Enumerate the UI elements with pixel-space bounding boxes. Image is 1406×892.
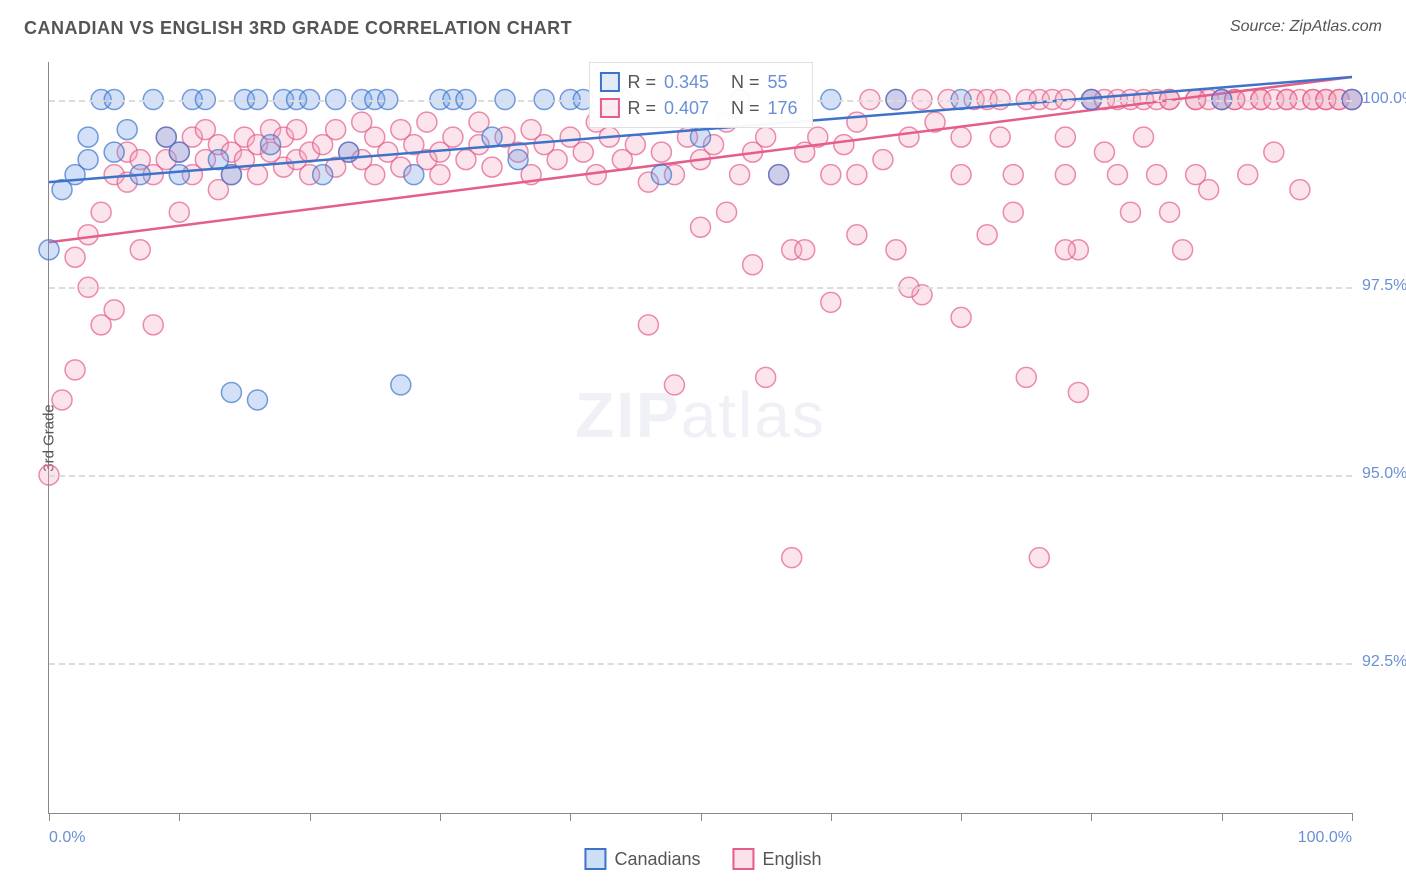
y-tick-label: 95.0% <box>1362 465 1406 483</box>
legend-r-value: 0.407 <box>664 95 709 121</box>
legend-swatch-icon <box>599 72 619 92</box>
legend-swatch-icon <box>733 848 755 870</box>
x-tick-label: 100.0% <box>1298 829 1352 847</box>
chart-source: Source: ZipAtlas.com <box>1230 18 1382 36</box>
legend-n-value: 55 <box>768 69 788 95</box>
legend-r-prefix: R = <box>627 95 656 121</box>
legend-r-prefix: R = <box>627 69 656 95</box>
legend-r-value: 0.345 <box>664 69 709 95</box>
legend-swatch-icon <box>599 98 619 118</box>
y-tick-label: 100.0% <box>1362 90 1406 108</box>
y-tick-label: 92.5% <box>1362 653 1406 671</box>
correlation-legend: R = 0.345 N = 55 R = 0.407 N = 176 <box>588 62 812 128</box>
legend-n-prefix: N = <box>731 69 760 95</box>
x-tick-label: 0.0% <box>49 829 85 847</box>
chart-container: CANADIAN VS ENGLISH 3RD GRADE CORRELATIO… <box>0 0 1406 892</box>
scatter-svg <box>49 62 1352 813</box>
legend-label: Canadians <box>614 849 700 870</box>
plot-area: 3rd Grade ZIPatlas 92.5%95.0%97.5%100.0%… <box>48 62 1352 814</box>
bottom-legend: Canadians English <box>584 848 821 870</box>
legend-n-value: 176 <box>768 95 798 121</box>
legend-n-prefix: N = <box>731 95 760 121</box>
legend-label: English <box>763 849 822 870</box>
legend-item-english: English <box>733 848 822 870</box>
legend-swatch-icon <box>584 848 606 870</box>
chart-title: CANADIAN VS ENGLISH 3RD GRADE CORRELATIO… <box>24 18 572 39</box>
legend-item-canadians: Canadians <box>584 848 700 870</box>
y-tick-label: 97.5% <box>1362 277 1406 295</box>
